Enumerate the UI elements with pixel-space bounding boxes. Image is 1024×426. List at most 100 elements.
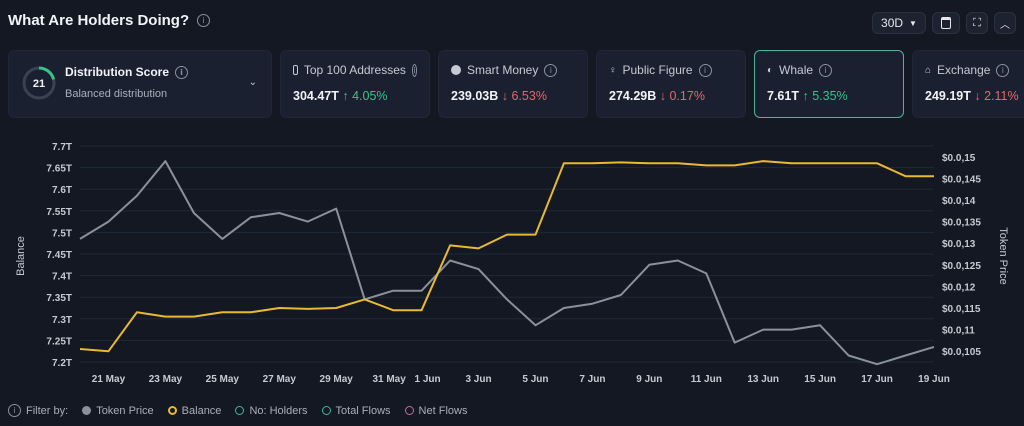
- y2-tick-label: $0.0,12: [942, 282, 976, 293]
- y2-tick-label: $0.0,125: [942, 261, 981, 272]
- x-tick-label: 15 Jun: [804, 374, 836, 385]
- legend-net-flows[interactable]: Net Flows: [404, 404, 468, 417]
- score-title-row: Distribution Score i: [65, 65, 189, 79]
- info-icon[interactable]: i: [698, 63, 712, 77]
- y-tick-label: 7.5T: [52, 228, 72, 239]
- y2-tick-label: $0.0,15: [942, 153, 976, 164]
- x-tick-label: 17 Jun: [861, 374, 893, 385]
- card-label: Top 100 Addresses: [303, 63, 406, 77]
- chevron-up-icon: ︿: [1000, 19, 1010, 31]
- x-tick-label: 27 May: [263, 374, 297, 385]
- x-tick-label: 19 Jun: [918, 374, 950, 385]
- y2-tick-label: $0.0,105: [942, 347, 981, 358]
- change-up: ↑ 5.35%: [802, 89, 848, 103]
- card-smart-money[interactable]: Smart Money i 239.03B ↓ 6.53%: [438, 50, 588, 118]
- info-icon[interactable]: i: [411, 63, 417, 77]
- calendar-icon: [941, 17, 951, 29]
- y-axis-label: Balance: [15, 236, 27, 276]
- legend-total-flows[interactable]: Total Flows: [321, 404, 391, 417]
- y2-axis-ticks: $0.0,105 $0.0,11 $0.0,115 $0.0,12 $0.0,125 $0…: [942, 153, 981, 358]
- info-icon[interactable]: i: [175, 65, 189, 79]
- y2-tick-label: $0.0,135: [942, 218, 981, 229]
- legend-label: Total Flows: [335, 404, 391, 417]
- whale-icon: ◐: [767, 64, 774, 76]
- x-tick-label: 25 May: [206, 374, 240, 385]
- card-value: 304.47T: [293, 89, 339, 103]
- y-tick-label: 7.65T: [46, 164, 72, 175]
- card-value: 274.29B: [609, 89, 657, 103]
- score-value: 21: [33, 78, 45, 90]
- legend-balance[interactable]: Balance: [167, 404, 222, 417]
- holders-chart[interactable]: 7.2T 7.25T 7.3T 7.35T 7.4T 7.45T 7.5T 7.55T 7.6T…: [0, 130, 1024, 390]
- chevron-down-icon: ▼: [909, 18, 917, 28]
- series-line-token-price[interactable]: [79, 160, 935, 366]
- distribution-score-card[interactable]: 21 Distribution Score i Balanced distrib…: [8, 50, 272, 118]
- y-axis-ticks: 7.2T 7.25T 7.3T 7.35T 7.4T 7.45T 7.5T 7.55T 7.6T…: [46, 142, 72, 369]
- x-tick-label: 1 Jun: [415, 374, 441, 385]
- info-icon[interactable]: i: [819, 63, 833, 77]
- info-icon[interactable]: i: [996, 63, 1010, 77]
- info-icon[interactable]: i: [544, 63, 558, 77]
- legend: i Filter by: Token Price Balance No: Hol…: [8, 404, 467, 417]
- wallet-icon: [293, 65, 298, 75]
- x-tick-label: 21 May: [92, 374, 126, 385]
- page-title: What Are Holders Doing?: [8, 12, 190, 29]
- y-tick-label: 7.45T: [46, 250, 72, 261]
- card-change: 4.05%: [352, 89, 388, 103]
- x-tick-label: 31 May: [372, 374, 406, 385]
- header: What Are Holders Doing? i: [8, 12, 211, 29]
- card-value: 249.19T: [925, 89, 971, 103]
- legend-label: Net Flows: [418, 404, 468, 417]
- card-public-figure[interactable]: ♀ Public Figure i 274.29B ↓ 0.17%: [596, 50, 746, 118]
- x-tick-label: 9 Jun: [636, 374, 662, 385]
- card-whale[interactable]: ◐ Whale i 7.61T ↑ 5.35%: [754, 50, 904, 118]
- y2-tick-label: $0.0,115: [942, 304, 981, 315]
- card-label: Exchange: [937, 63, 991, 77]
- x-tick-label: 5 Jun: [522, 374, 548, 385]
- y-tick-label: 7.35T: [46, 293, 72, 304]
- legend-holders[interactable]: No: Holders: [235, 404, 308, 417]
- controls: 30D ▼ ⛶ ︿: [872, 12, 1016, 34]
- expand-button[interactable]: ⛶: [966, 12, 988, 34]
- series-lines: [79, 160, 935, 366]
- y-tick-label: 7.2T: [52, 358, 72, 369]
- period-value: 30D: [881, 16, 904, 30]
- legend-token-price[interactable]: Token Price: [82, 405, 154, 417]
- card-exchange[interactable]: ⌂ Exchange i 249.19T ↓ 2.11%: [912, 50, 1024, 118]
- info-icon: i: [8, 404, 21, 417]
- summary-cards: 21 Distribution Score i Balanced distrib…: [8, 50, 1024, 118]
- legend-label: Balance: [181, 404, 222, 417]
- score-title: Distribution Score: [65, 65, 170, 79]
- card-change: 0.17%: [669, 89, 705, 103]
- series-line-balance[interactable]: [79, 160, 934, 353]
- x-tick-label: 7 Jun: [579, 374, 605, 385]
- grid: [80, 145, 934, 363]
- change-down: ↓ 2.11%: [974, 89, 1019, 103]
- card-label: Smart Money: [467, 63, 539, 77]
- card-value: 239.03B: [451, 89, 499, 103]
- card-label: Public Figure: [622, 63, 693, 77]
- x-tick-label: 3 Jun: [465, 374, 491, 385]
- card-value: 7.61T: [767, 89, 799, 103]
- smart-money-icon: [451, 65, 461, 75]
- score-ring: 21: [22, 66, 56, 100]
- calendar-button[interactable]: [932, 12, 960, 34]
- filter-label: i Filter by:: [8, 404, 68, 417]
- y-tick-label: 7.55T: [46, 207, 72, 218]
- card-change: 6.53%: [511, 89, 547, 103]
- card-top-100-addresses[interactable]: Top 100 Addresses i 304.47T ↑ 4.05%: [280, 50, 430, 118]
- x-tick-label: 23 May: [149, 374, 183, 385]
- info-icon[interactable]: i: [197, 14, 211, 27]
- y2-tick-label: $0.0,145: [942, 174, 981, 185]
- chevron-down-icon[interactable]: ⌄: [248, 77, 257, 88]
- y-tick-label: 7.25T: [46, 336, 72, 347]
- y-tick-label: 7.4T: [52, 272, 72, 283]
- x-tick-label: 11 Jun: [691, 374, 722, 385]
- y-tick-label: 7.3T: [52, 315, 72, 326]
- card-label: Whale: [779, 63, 814, 77]
- legend-label: No: Holders: [249, 404, 308, 417]
- collapse-button[interactable]: ︿: [994, 12, 1016, 34]
- card-change: 2.11%: [984, 89, 1019, 103]
- score-subtitle: Balanced distribution: [65, 88, 168, 100]
- period-select[interactable]: 30D ▼: [872, 12, 926, 34]
